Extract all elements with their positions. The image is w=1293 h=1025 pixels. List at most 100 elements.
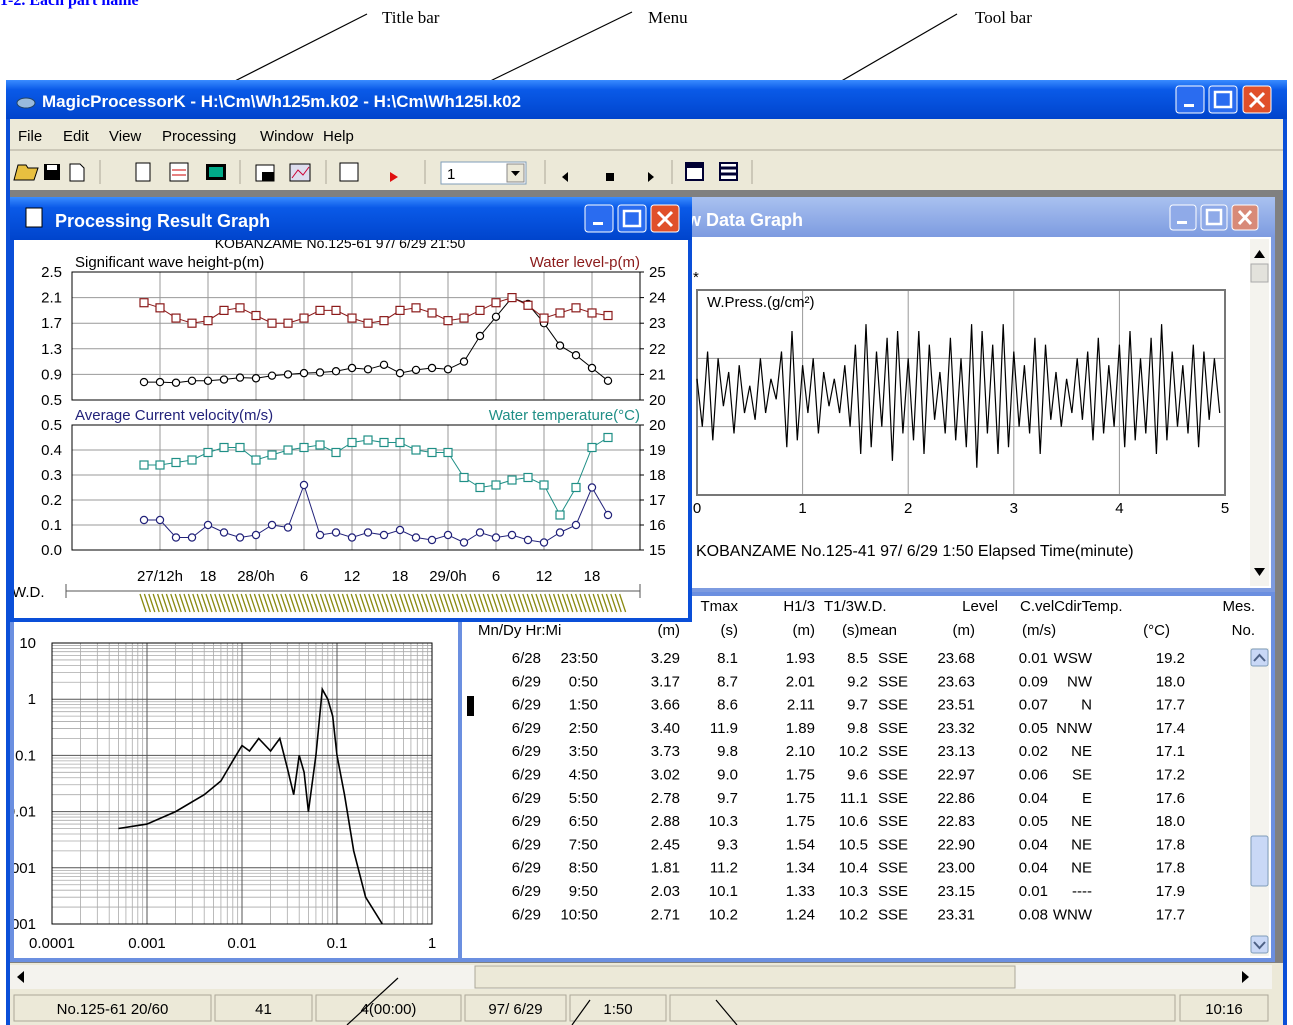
scroll-thumb[interactable] — [474, 965, 1016, 989]
status-text: 10:16 — [1205, 1001, 1243, 1018]
tool-prev[interactable] — [562, 172, 568, 182]
point — [171, 313, 181, 323]
table-cell: 23.31 — [937, 906, 975, 923]
point — [155, 515, 165, 525]
wd-arrow — [539, 593, 548, 613]
point — [555, 528, 565, 537]
menu-item[interactable]: Edit — [63, 128, 90, 145]
status-bg — [10, 991, 1283, 1025]
scroll-up[interactable] — [1250, 648, 1269, 667]
table-header: (s)mean — [842, 622, 897, 639]
tool-stop[interactable] — [606, 173, 614, 181]
point — [443, 365, 453, 374]
tool-new[interactable] — [69, 163, 85, 182]
scroll-down[interactable] — [1254, 568, 1265, 576]
point — [491, 312, 501, 321]
scroll-right[interactable] — [1242, 971, 1249, 983]
maximize-button[interactable] — [617, 204, 647, 233]
menu-item[interactable]: View — [109, 128, 141, 145]
table-cell: ---- — [1072, 883, 1092, 900]
y2-tick-label: 19 — [649, 442, 666, 459]
point — [219, 528, 229, 537]
scroll-thumb[interactable] — [1250, 263, 1269, 283]
y-tick-label: 1.7 — [41, 315, 62, 332]
minimize-button[interactable] — [584, 204, 614, 233]
tool-icon[interactable] — [169, 162, 189, 182]
wd-arrow — [372, 593, 380, 613]
table-header: C.velCdirTemp. — [1020, 598, 1123, 615]
table-cell: 2.11 — [787, 697, 815, 714]
wd-arrow — [390, 593, 398, 613]
menu-item[interactable]: Processing — [162, 128, 236, 145]
scroll-thumb[interactable] — [1250, 835, 1269, 887]
legend-label: Water temperature(°C) — [489, 407, 640, 424]
tool-tile[interactable] — [719, 162, 738, 181]
wd-arrow — [574, 593, 583, 613]
window-client — [14, 237, 688, 618]
minimize-button[interactable] — [1175, 85, 1205, 114]
tool-icon[interactable] — [339, 162, 359, 182]
wd-arrow — [618, 593, 627, 613]
tool-next[interactable] — [648, 172, 654, 182]
wd-arrow — [557, 593, 565, 613]
wd-arrow — [570, 593, 578, 613]
scroll-down[interactable] — [1250, 935, 1269, 954]
combo-box[interactable] — [440, 161, 527, 185]
point — [443, 530, 453, 540]
table-cell: 11.1 — [840, 790, 868, 807]
table-cell: 9.3 — [717, 836, 738, 853]
wd-arrow — [293, 593, 301, 613]
icon-shape — [262, 172, 274, 181]
wd-arrow — [156, 593, 165, 613]
wd-arrow — [178, 593, 187, 613]
point — [523, 472, 533, 483]
y2-tick-label: 23 — [649, 315, 666, 332]
table-header: (m) — [658, 622, 681, 639]
menu-item[interactable]: Help — [323, 128, 354, 145]
tool-play[interactable] — [390, 172, 398, 182]
scroll-up[interactable] — [1254, 250, 1265, 258]
menu-item[interactable]: Window — [260, 128, 314, 145]
tool-icon[interactable] — [135, 162, 151, 182]
wd-arrow — [315, 593, 323, 613]
v-scrollbar[interactable] — [1250, 239, 1269, 586]
table-cell: 1.81 — [651, 860, 680, 877]
wd-arrow — [535, 593, 543, 613]
point — [315, 368, 325, 377]
point — [571, 351, 581, 360]
table-cell: NW — [1067, 673, 1093, 690]
x-tick-label: 18 — [584, 568, 601, 585]
data-window: 0.00010.0010.010.111010.10.010.0010.0001… — [10, 592, 1275, 962]
point — [523, 535, 533, 545]
window-title: Raw Data Graph — [664, 210, 803, 230]
y-tick-label: 0.9 — [41, 366, 62, 383]
table-header: No. — [1232, 622, 1255, 639]
table-header: (m/s) — [1022, 622, 1056, 639]
point — [267, 450, 277, 460]
point — [155, 460, 165, 470]
point — [139, 377, 149, 387]
v-scrollbar[interactable] — [1250, 648, 1269, 956]
leader-line — [224, 13, 368, 87]
wd-arrow — [579, 593, 587, 613]
table-cell: 23.13 — [937, 743, 975, 760]
status-text: No.125-61 20/60 — [57, 1001, 169, 1018]
minimize-button[interactable] — [1169, 204, 1197, 231]
table-cell: 11.2 — [710, 860, 738, 877]
table-cell: 3.29 — [651, 650, 680, 667]
wd-arrow — [148, 593, 156, 613]
wd-arrow — [266, 593, 275, 613]
menu-item[interactable]: File — [18, 128, 42, 145]
table-cell: 6/29 — [512, 697, 541, 714]
maximize-button[interactable] — [1208, 85, 1238, 114]
point — [571, 520, 581, 530]
tool-open[interactable] — [13, 164, 39, 181]
table-cell: 10.3 — [839, 883, 868, 900]
table-cell: NE — [1071, 836, 1092, 853]
leader-lines — [346, 977, 738, 1025]
x-tick-label: 0.01 — [227, 935, 256, 952]
scroll-left[interactable] — [17, 971, 24, 983]
table-cell: 1.89 — [786, 720, 815, 737]
wd-arrow — [231, 593, 240, 613]
wd-arrow — [183, 593, 191, 613]
